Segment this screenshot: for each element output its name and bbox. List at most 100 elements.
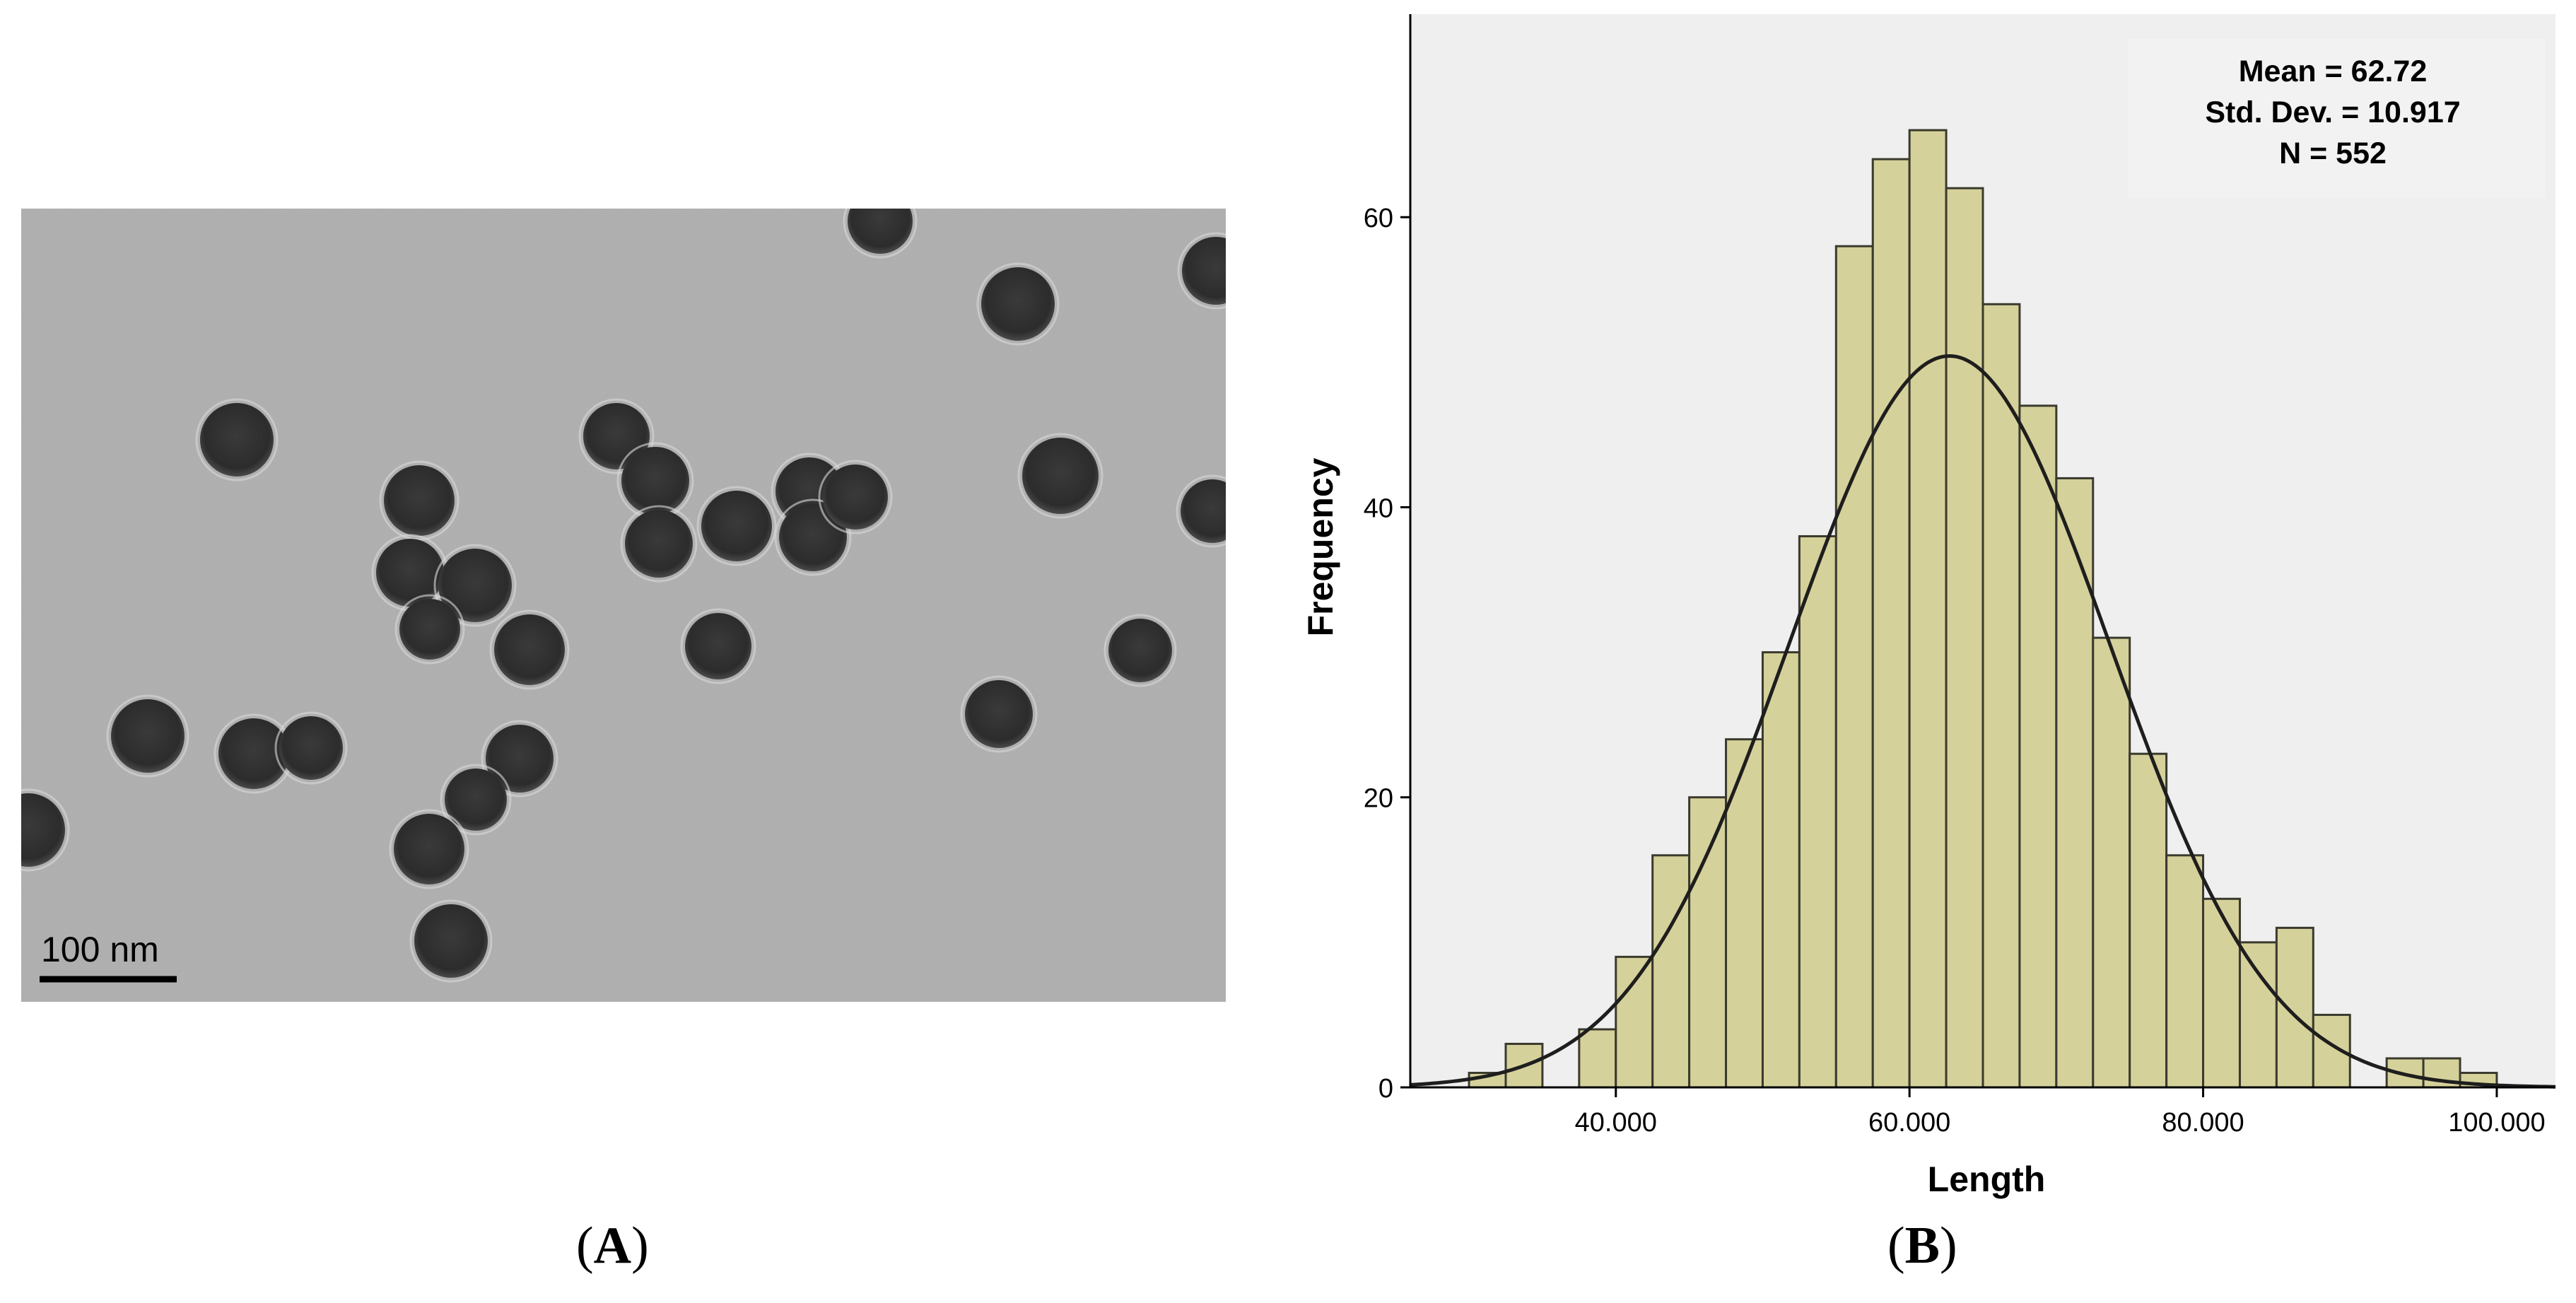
nanoparticle [621, 447, 689, 515]
nanoparticle-halo [489, 609, 570, 690]
histogram-bar [1981, 303, 2021, 1089]
nanoparticle-halo [21, 788, 70, 872]
histogram-bar [1578, 1028, 1617, 1089]
nanoparticle [111, 699, 185, 773]
nanoparticle [1181, 479, 1226, 543]
nanoparticle [965, 680, 1033, 748]
histogram-bar [1945, 187, 1984, 1089]
histogram-bar [1798, 534, 1837, 1089]
nanoparticle-halo [1103, 614, 1177, 687]
nanoparticle-halo [106, 694, 189, 778]
panel-label-a-open: ( [576, 1217, 594, 1275]
nanoparticle-halo [578, 398, 655, 474]
y-axis-ticks: 0 20 40 60 [1364, 204, 1410, 1104]
nanoparticle-halo [394, 594, 465, 665]
panel-label-b-close: ) [1940, 1217, 1957, 1275]
scale-bar-label: 100 nm [41, 930, 159, 969]
nanoparticle-halo [818, 460, 893, 534]
nanoparticle [486, 725, 554, 793]
panel-label-a-letter: A [593, 1217, 632, 1275]
nanoparticle-halo [1176, 474, 1226, 548]
histogram-bar [1615, 955, 1654, 1089]
tem-image: 100 nm [21, 209, 1226, 1002]
nanoparticle [384, 465, 455, 536]
x-tick-label: 40.000 [1575, 1108, 1657, 1138]
tem-noise [21, 209, 1226, 1002]
stats-box [2128, 39, 2545, 198]
histogram-bar [1725, 738, 1764, 1089]
panel-label-b: (B) [1887, 1216, 1957, 1276]
nanoparticle-halo [843, 209, 918, 259]
histogram-bar [1761, 651, 1801, 1089]
nanoparticle [376, 539, 444, 607]
nanoparticle-halo [1017, 433, 1103, 519]
nanoparticle [399, 599, 460, 660]
nanoparticle-halo [680, 608, 756, 684]
histogram-bar [1651, 854, 1691, 1089]
histogram-bar [1871, 158, 1911, 1089]
nanoparticle-halo [433, 544, 517, 627]
histogram-bar [1908, 129, 1948, 1089]
histogram-bar [2092, 636, 2131, 1089]
x-axis-ticks: 40.000 60.000 80.000 100.000 [1575, 1087, 2546, 1138]
nanoparticle-halo [976, 262, 1060, 346]
tem-micrograph: 100 nm [21, 209, 1226, 1002]
nanoparticle [981, 267, 1055, 341]
nanoparticle [1022, 438, 1099, 514]
x-tick-label: 80.000 [2162, 1108, 2244, 1138]
nanoparticle-halo [696, 486, 777, 566]
y-tick-label: 40 [1364, 493, 1393, 523]
stats-mean: Mean = 62.72 [2239, 54, 2428, 88]
nanoparticle [625, 510, 693, 578]
y-axis-label: Frequency [1301, 457, 1340, 636]
panel-label-b-open: ( [1887, 1217, 1905, 1275]
panel-label-a-close: ) [631, 1217, 649, 1275]
y-tick-label: 0 [1378, 1074, 1393, 1104]
nanoparticle [218, 718, 289, 789]
nanoparticle-halo [481, 720, 558, 797]
x-tick-label: 60.000 [1868, 1108, 1950, 1138]
histogram-bar [2055, 477, 2095, 1089]
nanoparticle [1108, 619, 1172, 682]
nanoparticle [779, 503, 847, 571]
histogram-bars [1468, 129, 2498, 1089]
y-tick-label: 60 [1364, 204, 1393, 233]
nanoparticle-halo [620, 505, 698, 583]
nanoparticle [394, 814, 464, 884]
y-tick-label: 20 [1364, 784, 1393, 814]
x-tick-label: 100.000 [2448, 1108, 2545, 1138]
stats-n: N = 552 [2279, 136, 2387, 170]
nanoparticle-halo [409, 899, 493, 983]
axes [1409, 14, 2555, 1089]
nanoparticle [685, 613, 751, 679]
nanoparticle [445, 769, 507, 831]
histogram-bar [2018, 404, 2058, 1089]
panel-label-a: (A) [576, 1216, 649, 1276]
nanoparticle-halo [440, 764, 512, 836]
normal-curve [1410, 353, 2556, 1089]
nanoparticle [21, 793, 65, 867]
nanoparticle-halo [774, 498, 852, 576]
nanoparticle [279, 716, 343, 780]
panel-label-b-letter: B [1904, 1217, 1940, 1275]
histogram-bar [2238, 941, 2278, 1089]
nanoparticle [701, 491, 772, 561]
histogram-bar [2275, 926, 2314, 1089]
nanoparticle [1182, 237, 1226, 305]
nanoparticle [414, 904, 488, 978]
nanoparticles [21, 209, 1226, 983]
histogram-bar [2165, 854, 2205, 1089]
histogram-bar [1834, 245, 1874, 1089]
nanoparticle [438, 549, 512, 622]
nanoparticle-halo [960, 675, 1038, 753]
nanoparticle-halo [274, 711, 348, 785]
stats-std-dev: Std. Dev. = 10.917 [2205, 95, 2460, 129]
nanoparticle-halo [389, 809, 469, 889]
nanoparticle-halo [195, 398, 279, 481]
x-axis-label: Length [1928, 1159, 2046, 1199]
nanoparticle [200, 403, 274, 477]
histogram-bar [2202, 897, 2241, 1089]
nanoparticle [823, 464, 888, 530]
nanoparticle [494, 614, 565, 685]
